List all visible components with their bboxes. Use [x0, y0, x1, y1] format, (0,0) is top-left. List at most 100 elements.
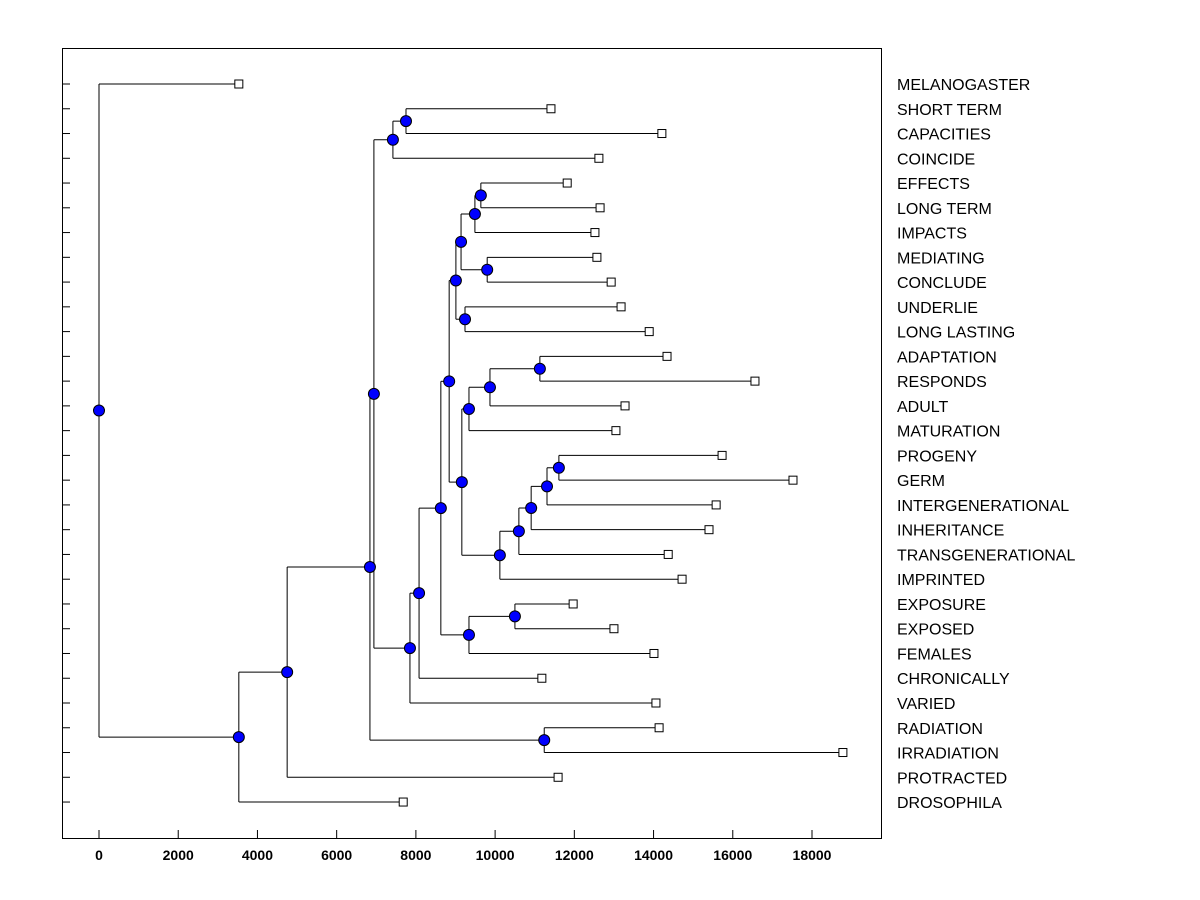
merge-node — [455, 476, 468, 489]
leaf-marker — [537, 673, 547, 683]
x-tick-label: 12000 — [555, 847, 594, 863]
merge-node — [525, 502, 538, 515]
merge-node — [413, 587, 426, 600]
leaf-label: DROSOPHILA — [897, 795, 1002, 812]
leaf-label: CHRONICALLY — [897, 671, 1010, 688]
leaf-marker — [568, 599, 578, 609]
leaf-marker — [677, 574, 687, 584]
leaf-marker — [398, 797, 408, 807]
leaf-marker — [644, 327, 654, 337]
merge-node — [552, 461, 565, 474]
leaf-labels: MELANOGASTER SHORT TERM CAPACITIES COINCIDE… — [897, 77, 1076, 812]
merge-node — [481, 263, 494, 276]
leaf-marker — [592, 252, 602, 262]
merge-node — [474, 189, 487, 202]
leaf-marker — [651, 698, 661, 708]
dendrogram-links — [98, 83, 839, 803]
leaf-label: CONCLUDE — [897, 275, 987, 292]
x-tick-label: 2000 — [163, 847, 194, 863]
leaf-marker — [654, 723, 664, 733]
merge-node — [232, 731, 245, 744]
leaf-marker — [609, 624, 619, 634]
leaf-marker — [649, 648, 659, 658]
leaf-marker — [546, 104, 556, 114]
leaf-marker — [711, 500, 721, 510]
leaf-label: EXPOSED — [897, 622, 974, 639]
leaf-label: RESPONDS — [897, 374, 987, 391]
leaf-marker — [606, 277, 616, 287]
x-tick-label: 18000 — [793, 847, 832, 863]
leaf-marker — [663, 549, 673, 559]
leaf-label: VARIED — [897, 696, 955, 713]
leaf-marker — [611, 426, 621, 436]
leaf-marker — [750, 376, 760, 386]
leaf-marker — [620, 401, 630, 411]
merge-node — [403, 642, 416, 655]
leaf-label: ADAPTATION — [897, 349, 997, 366]
x-tick-label: 8000 — [400, 847, 431, 863]
merge-node — [533, 362, 546, 375]
leaf-marker — [616, 302, 626, 312]
merge-node — [281, 666, 294, 679]
leaf-label: ADULT — [897, 399, 948, 416]
x-tick-label: 14000 — [634, 847, 673, 863]
leaf-label: IRRADIATION — [897, 746, 999, 763]
leaf-label: IMPACTS — [897, 226, 967, 243]
leaf-marker — [594, 153, 604, 163]
merge-node — [538, 734, 551, 747]
leaf-marker — [553, 772, 563, 782]
merge-node — [443, 375, 456, 388]
merge-node — [449, 274, 462, 287]
leaf-marker — [662, 351, 672, 361]
leaf-label: UNDERLIE — [897, 300, 978, 317]
leaf-label: FEMALES — [897, 646, 972, 663]
leaf-label: EFFECTS — [897, 176, 970, 193]
leaf-label: PROTRACTED — [897, 770, 1007, 787]
leaf-label: INTERGENERATIONAL — [897, 498, 1069, 515]
leaf-marker — [788, 475, 798, 485]
merge-node — [459, 313, 472, 326]
leaf-label: MELANOGASTER — [897, 77, 1030, 94]
x-tick-label: 6000 — [321, 847, 352, 863]
merge-node — [508, 610, 521, 623]
merge-node — [468, 207, 481, 220]
leaf-marker — [717, 450, 727, 460]
y-ticks — [62, 83, 70, 803]
leaf-label: COINCIDE — [897, 151, 975, 168]
leaf-marker — [234, 79, 244, 89]
x-axis: 0 2000 4000 6000 8000 10000 12000 14000 16000 180… — [95, 830, 832, 863]
leaf-label: LONG TERM — [897, 201, 992, 218]
x-tick-label: 10000 — [476, 847, 515, 863]
leaf-markers — [234, 79, 848, 807]
leaf-label: CAPACITIES — [897, 127, 991, 144]
x-tick-label: 4000 — [242, 847, 273, 863]
leaf-label: EXPOSURE — [897, 597, 986, 614]
leaf-marker — [838, 748, 848, 758]
merge-node — [367, 387, 380, 400]
leaf-marker — [590, 228, 600, 238]
merge-node — [462, 402, 475, 415]
leaf-label: TRANSGENERATIONAL — [897, 547, 1076, 564]
leaf-label: LONG LASTING — [897, 325, 1015, 342]
merge-node — [455, 235, 468, 248]
leaf-label: SHORT TERM — [897, 102, 1002, 119]
merge-node — [493, 549, 506, 562]
merge-node — [483, 381, 496, 394]
leaf-marker — [562, 178, 572, 188]
leaf-label: MEDIATING — [897, 250, 985, 267]
leaf-label: PROGENY — [897, 448, 977, 465]
leaf-label: MATURATION — [897, 424, 1000, 441]
plot-frame — [62, 48, 882, 839]
leaf-label: INHERITANCE — [897, 523, 1004, 540]
x-tick-label: 0 — [95, 847, 103, 863]
leaf-marker — [704, 525, 714, 535]
leaf-marker — [595, 203, 605, 213]
merge-node — [434, 502, 447, 515]
leaf-marker — [657, 129, 667, 139]
merge-node — [512, 525, 525, 538]
leaf-label: RADIATION — [897, 721, 983, 738]
merge-node — [363, 561, 376, 574]
merge-node — [93, 404, 105, 417]
merge-node — [462, 628, 475, 641]
